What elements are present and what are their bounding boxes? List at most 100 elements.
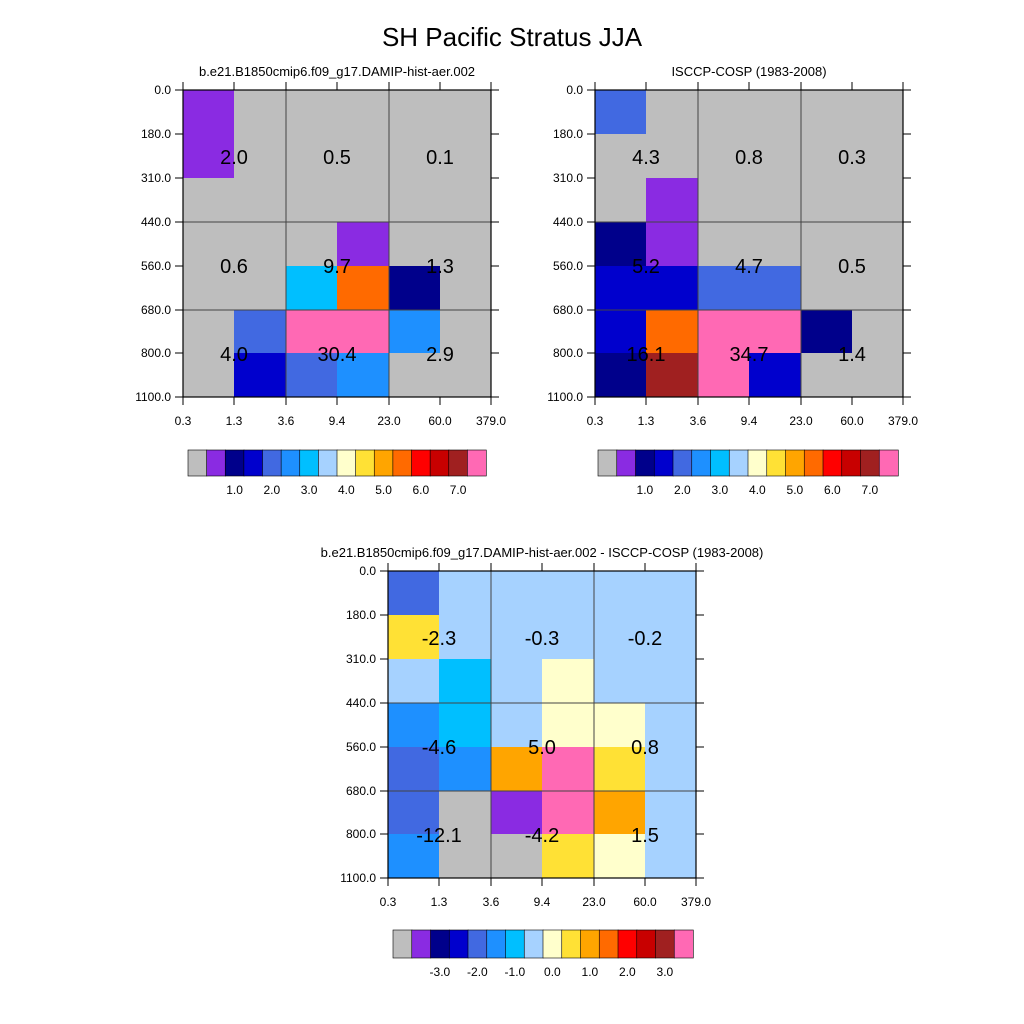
colorbar-label: 3.0	[301, 483, 318, 497]
colorbar-swatch	[299, 449, 319, 477]
colorbar-swatch	[841, 449, 862, 477]
cell-value-label: 16.1	[627, 344, 666, 366]
cell-value-label: 4.7	[735, 256, 763, 278]
chart-panel-1: b.e21.B1850cmip6.f09_g17.DAMIP-hist-aer.…	[135, 64, 506, 497]
heatmap-cell	[337, 222, 390, 267]
x-tick-label: 0.3	[175, 414, 192, 428]
heatmap-cell	[183, 134, 235, 179]
colorbar-label: 2.0	[674, 483, 691, 497]
colorbar-swatch	[505, 929, 525, 959]
heatmap-cell	[388, 659, 440, 704]
colorbar-label: 1.0	[637, 483, 654, 497]
heatmap-cell	[698, 222, 750, 267]
heatmap-cell	[234, 178, 287, 223]
heatmap-cell	[542, 791, 595, 835]
heatmap-cell	[439, 747, 492, 792]
heatmap-cell	[542, 703, 595, 748]
cell-value-label: 4.0	[220, 344, 248, 366]
heatmap-cell	[337, 178, 390, 223]
heatmap-cell	[698, 134, 750, 179]
panel-title: b.e21.B1850cmip6.f09_g17.DAMIP-hist-aer.…	[199, 64, 475, 79]
colorbar-swatch	[617, 929, 638, 959]
colorbar-label: 7.0	[862, 483, 879, 497]
heatmap-cell	[646, 178, 699, 223]
colorbar-swatch	[561, 929, 582, 959]
colorbar-swatch	[766, 449, 787, 477]
heatmap-cell	[645, 791, 697, 835]
heatmap-cell	[491, 747, 543, 792]
y-tick-label: 800.0	[141, 346, 171, 360]
heatmap-cell	[645, 747, 697, 792]
heatmap-cell	[389, 134, 441, 179]
colorbar-label: 3.0	[657, 965, 674, 979]
chart-panel-3: b.e21.B1850cmip6.f09_g17.DAMIP-hist-aer.…	[321, 545, 764, 979]
heatmap-cell	[645, 615, 697, 660]
colorbar-swatch	[597, 449, 618, 477]
x-tick-label: 23.0	[582, 895, 606, 909]
x-tick-label: 23.0	[789, 414, 813, 428]
heatmap-cell	[388, 834, 440, 879]
heatmap-cell	[389, 353, 441, 398]
cell-value-label: 5.2	[632, 256, 660, 278]
colorbar-swatch	[243, 449, 264, 477]
heatmap-cell	[749, 266, 802, 311]
heatmap-cell	[852, 353, 904, 398]
y-tick-label: 680.0	[141, 303, 171, 317]
heatmap-cell	[389, 222, 441, 267]
y-tick-label: 800.0	[346, 827, 376, 841]
heatmap-cell	[698, 310, 750, 354]
heatmap-cell	[801, 266, 853, 311]
heatmap-cell	[234, 266, 287, 311]
x-tick-label: 3.6	[483, 895, 500, 909]
x-tick-label: 0.3	[380, 895, 397, 909]
colorbar-swatch	[542, 929, 563, 959]
cell-value-label: 0.1	[426, 147, 454, 169]
x-tick-label: 1.3	[431, 895, 448, 909]
x-tick-label: 3.6	[278, 414, 295, 428]
y-tick-label: 180.0	[553, 127, 583, 141]
heatmap-cell	[286, 266, 338, 311]
heatmap-cell	[389, 178, 441, 223]
heatmap-cell	[852, 134, 904, 179]
colorbar-swatch	[616, 449, 637, 477]
x-tick-label: 379.0	[888, 414, 918, 428]
heatmap-cell	[595, 90, 647, 135]
cell-value-label: 0.5	[323, 147, 351, 169]
heatmap-cell	[646, 310, 699, 354]
colorbar-swatch	[373, 449, 394, 477]
colorbar-swatch	[710, 449, 730, 477]
y-tick-label: 440.0	[346, 696, 376, 710]
colorbar-label: 1.0	[226, 483, 243, 497]
heatmap-cell	[439, 791, 492, 835]
y-tick-label: 310.0	[141, 171, 171, 185]
colorbar-swatch	[336, 449, 357, 477]
x-tick-label: 379.0	[681, 895, 711, 909]
heatmap-cell	[440, 310, 492, 354]
heatmap-cell	[183, 310, 235, 354]
heatmap-cell	[646, 222, 699, 267]
colorbar-label: 6.0	[412, 483, 429, 497]
x-tick-label: 3.6	[690, 414, 707, 428]
heatmap-cell	[439, 615, 492, 660]
heatmap-cell	[234, 353, 287, 398]
heatmap-cell	[698, 353, 750, 398]
colorbar-swatch	[280, 449, 301, 477]
heatmap-cell	[595, 222, 647, 267]
cell-value-label: -4.6	[422, 737, 456, 759]
heatmap-cell	[646, 90, 699, 135]
colorbar-label: 5.0	[375, 483, 392, 497]
heatmap-cell	[388, 615, 440, 660]
x-tick-label: 9.4	[329, 414, 346, 428]
colorbar-swatch	[224, 449, 245, 477]
heatmap-cell	[542, 747, 595, 792]
cell-value-label: 0.5	[838, 256, 866, 278]
cell-value-label: 0.8	[631, 737, 659, 759]
heatmap-cell	[388, 791, 440, 835]
colorbar-label: 6.0	[824, 483, 841, 497]
heatmap-cell	[491, 659, 543, 704]
y-tick-label: 680.0	[553, 303, 583, 317]
heatmap-cell	[440, 90, 492, 135]
heatmap-cell	[440, 353, 492, 398]
colorbar-swatch	[878, 449, 899, 477]
heatmap-cell	[645, 834, 697, 879]
